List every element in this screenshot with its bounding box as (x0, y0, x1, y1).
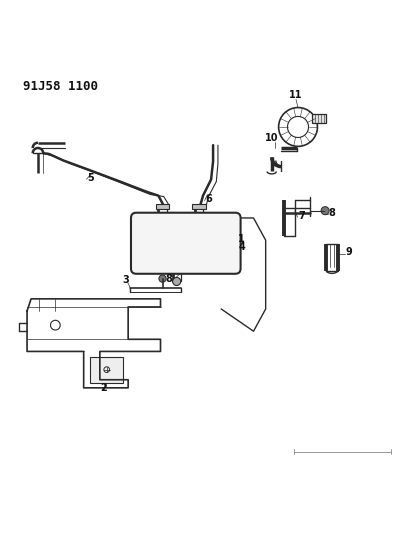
Text: 9: 9 (345, 247, 352, 257)
Text: 6: 6 (204, 194, 211, 204)
Text: 5: 5 (87, 173, 93, 183)
Text: 8: 8 (328, 208, 335, 218)
Bar (90, 357, 123, 383)
FancyBboxPatch shape (311, 114, 325, 123)
Text: 2: 2 (100, 383, 107, 393)
Bar (155, 204, 169, 209)
Text: 10: 10 (264, 133, 278, 143)
Text: 91J58 1100: 91J58 1100 (23, 79, 98, 93)
Text: 11: 11 (288, 90, 302, 100)
Text: 3: 3 (122, 274, 129, 285)
Text: 7: 7 (297, 211, 304, 221)
Text: 1: 1 (238, 234, 244, 244)
Bar (191, 204, 205, 209)
FancyBboxPatch shape (130, 213, 240, 274)
Circle shape (320, 207, 328, 215)
Circle shape (172, 277, 180, 286)
Text: 8: 8 (165, 274, 172, 284)
Text: 4: 4 (238, 243, 244, 252)
Circle shape (159, 275, 166, 282)
